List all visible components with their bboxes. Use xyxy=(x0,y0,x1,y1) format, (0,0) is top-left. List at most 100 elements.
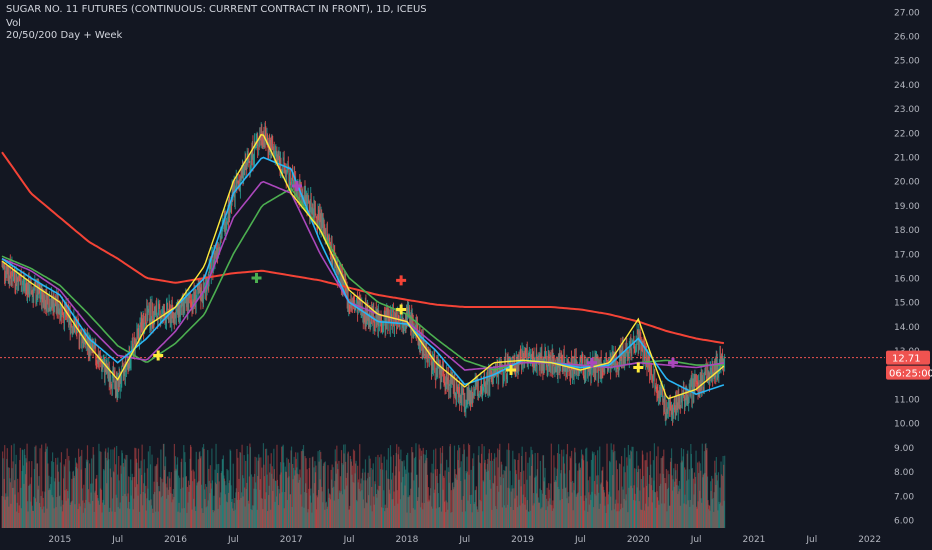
volume-bar xyxy=(652,460,654,528)
symbol-title[interactable]: SUGAR NO. 11 FUTURES (CONTINUOUS: CURREN… xyxy=(6,4,427,15)
volume-bar xyxy=(90,492,92,528)
volume-bar xyxy=(201,508,203,528)
volume-bar xyxy=(590,500,592,528)
volume-bar xyxy=(547,501,549,528)
volume-bar xyxy=(100,489,103,528)
volume-bar xyxy=(695,506,698,528)
volume-bar xyxy=(135,458,138,528)
volume-bar xyxy=(97,498,99,528)
volume-bar xyxy=(628,487,630,528)
volume-bar xyxy=(433,492,435,528)
volume-bar xyxy=(354,463,357,528)
volume-bar xyxy=(59,495,61,528)
volume-bar xyxy=(283,508,285,528)
volume-bar xyxy=(457,460,459,528)
volume-bar xyxy=(551,505,553,528)
volume-bar xyxy=(657,446,659,528)
volume-bar xyxy=(300,494,302,528)
volume-bar xyxy=(343,444,345,528)
volume-bar xyxy=(131,480,133,528)
volume-bar xyxy=(618,463,621,528)
volume-bar xyxy=(654,492,657,528)
volume-bar xyxy=(45,449,47,528)
volume-bar xyxy=(268,495,270,528)
volume-bar xyxy=(38,503,41,528)
volume-bar xyxy=(331,464,333,528)
volume-bar xyxy=(106,483,108,528)
volume-bar xyxy=(183,508,185,528)
volume-bar xyxy=(222,458,224,528)
volume-bar xyxy=(243,455,245,528)
volume-bar xyxy=(422,447,424,528)
price-axis[interactable]: 27.00 26.00 25.00 24.00 23.00 22.00 21.00 20.00… xyxy=(894,8,920,526)
volume-bar xyxy=(303,507,305,528)
volume-bar xyxy=(92,446,94,528)
time-axis[interactable]: 2015 Jul 2016 Jul 2017 Jul 2018 Jul 2019 Jul 2020 J… xyxy=(48,535,881,545)
volume-bar xyxy=(171,502,173,528)
volume-bar xyxy=(213,495,215,528)
volume-bar xyxy=(391,472,394,528)
volume-bar xyxy=(667,470,669,528)
volume-bar xyxy=(234,497,236,528)
volume-bar xyxy=(419,448,421,528)
volume-bar xyxy=(315,509,318,528)
volume-bar xyxy=(650,464,652,528)
volume-bar xyxy=(522,494,524,528)
volume-bar xyxy=(69,504,71,528)
volume-bar xyxy=(529,475,531,528)
volume-bar xyxy=(691,468,693,528)
volume-bar xyxy=(160,497,162,528)
volume-bar xyxy=(168,471,170,528)
volume-bar xyxy=(412,452,414,528)
volume-bar xyxy=(351,465,354,528)
volume-bar xyxy=(136,484,139,528)
volume-bar xyxy=(701,502,703,528)
volume-bar xyxy=(214,482,217,528)
volume-bar xyxy=(83,484,85,528)
volume-bar xyxy=(704,444,707,528)
volume-bar xyxy=(404,469,407,528)
volume-bar xyxy=(204,489,206,528)
volume-bar xyxy=(278,489,280,528)
volume-bar xyxy=(667,487,670,528)
volume-bar xyxy=(190,446,192,528)
volume-bar xyxy=(4,445,6,528)
volume-bar xyxy=(111,511,113,528)
volume-bar xyxy=(518,453,520,528)
volume-bar xyxy=(49,489,51,528)
volume-bar xyxy=(655,456,658,528)
volume-bar xyxy=(585,448,587,528)
volume-bar xyxy=(202,444,205,528)
volume-bar xyxy=(384,511,386,528)
volume-bar xyxy=(273,469,275,528)
volume-bar xyxy=(177,475,180,528)
volume-bar xyxy=(378,457,381,528)
price-tick-label: 6.00 xyxy=(894,517,914,527)
volume-bar xyxy=(462,496,464,528)
indicator-legend[interactable]: 20/50/200 Day + Week xyxy=(6,30,123,41)
volume-bar xyxy=(204,499,206,528)
volume-bar xyxy=(392,499,394,528)
volume-bar xyxy=(534,453,536,528)
volume-bar xyxy=(646,452,648,528)
volume-bar xyxy=(142,491,144,528)
volume-bar xyxy=(284,492,286,528)
volume-bar xyxy=(248,503,250,528)
volume-bar xyxy=(569,458,572,528)
volume-legend[interactable]: Vol xyxy=(6,18,21,29)
volume-bar xyxy=(385,470,387,528)
volume-bar xyxy=(121,450,123,528)
volume-bar xyxy=(98,443,100,528)
volume-bar xyxy=(147,488,149,528)
volume-bar xyxy=(433,449,435,528)
volume-bar xyxy=(289,494,292,528)
volume-bar xyxy=(159,491,161,528)
volume-bar xyxy=(285,471,287,528)
volume-bar xyxy=(408,496,410,528)
volume-bar xyxy=(471,512,473,528)
volume-bar xyxy=(523,470,525,528)
volume-bar xyxy=(338,490,341,528)
volume-bar xyxy=(673,486,675,528)
